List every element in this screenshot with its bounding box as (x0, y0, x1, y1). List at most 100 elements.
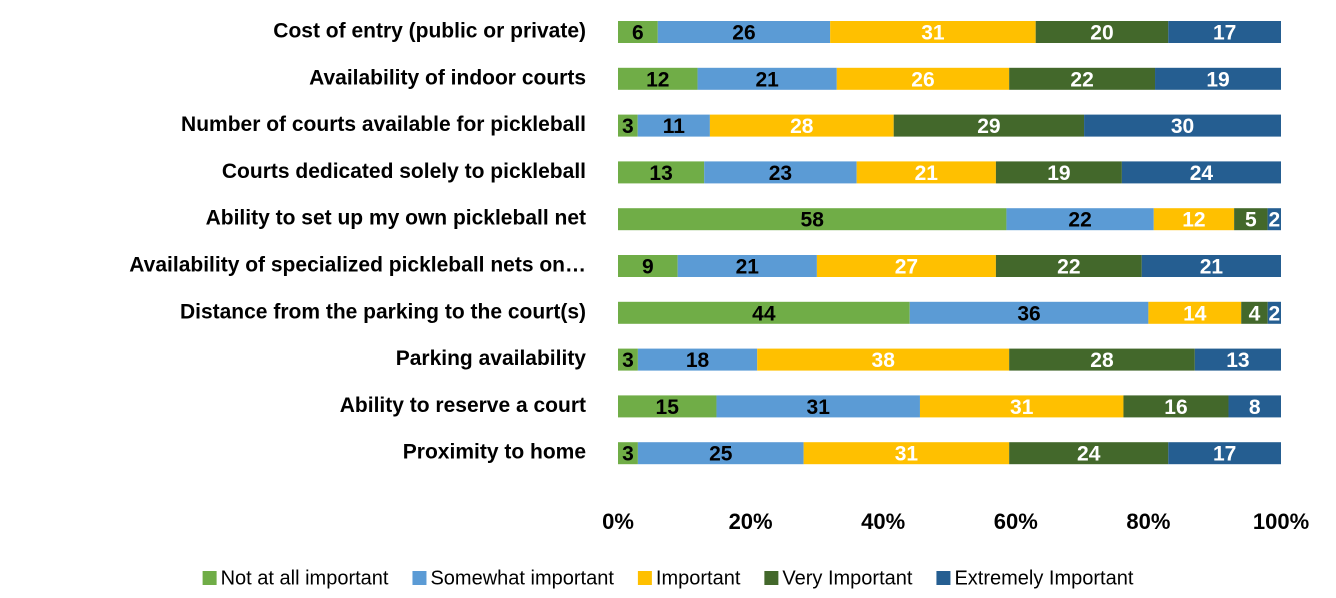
bar-segment (618, 301, 910, 324)
bar-segment (618, 67, 698, 90)
bar-segment (1153, 208, 1235, 231)
bar-segment (618, 255, 678, 277)
data-label: 24 (1190, 162, 1214, 185)
data-label: 2 (1269, 302, 1281, 325)
bar-segment (1009, 67, 1156, 90)
bar-segment (1267, 301, 1281, 324)
bar-segment (618, 161, 705, 184)
data-label: 30 (1171, 115, 1194, 138)
data-label: 17 (1213, 22, 1236, 45)
y-tick-label: Ability to reserve a court (340, 394, 586, 417)
bar-segment (709, 114, 894, 137)
legend-label: Extremely Important (954, 567, 1133, 589)
legend-swatch (412, 571, 427, 585)
data-label: 22 (1068, 209, 1091, 232)
data-label: 21 (915, 162, 939, 185)
data-label: 27 (895, 256, 918, 279)
bar-segment (1241, 301, 1268, 324)
data-label: 28 (1090, 349, 1114, 372)
bar-segment (618, 21, 658, 43)
bar-segment (1121, 161, 1281, 184)
bar-segment (657, 21, 831, 43)
bar-segment (1006, 208, 1154, 231)
data-label: 26 (732, 22, 755, 45)
y-tick-label: Number of courts available for picklebal… (181, 113, 586, 136)
bar-segment (716, 395, 920, 418)
data-label: 24 (1077, 443, 1101, 466)
bar-segment (1084, 114, 1281, 137)
y-tick-label: Courts dedicated solely to pickleball (222, 160, 586, 183)
bar-segment (637, 442, 804, 465)
data-label: 16 (1164, 396, 1187, 419)
bar-segment (816, 255, 996, 277)
bar-segment (618, 348, 638, 371)
bar-segment (1009, 442, 1169, 465)
data-label: 36 (1017, 302, 1040, 325)
data-label: 17 (1213, 443, 1236, 466)
bar-segment (618, 395, 717, 418)
y-tick-label: Proximity to home (403, 441, 586, 464)
bar-segment (704, 161, 857, 184)
bar-segment (618, 114, 638, 137)
x-tick-label: 20% (729, 509, 773, 534)
data-label: 5 (1245, 209, 1257, 232)
y-tick-label: Ability to set up my own pickleball net (206, 207, 586, 230)
y-tick-label: Availability of specialized pickleball n… (129, 254, 586, 277)
data-label: 31 (895, 443, 919, 466)
legend-swatch (637, 571, 652, 585)
y-tick-label: Parking availability (396, 347, 587, 370)
data-label: 3 (622, 115, 634, 138)
data-label: 28 (790, 115, 814, 138)
data-label: 26 (911, 68, 934, 91)
bar-segment (919, 395, 1124, 418)
data-label: 11 (663, 115, 686, 138)
legend-swatch (764, 571, 779, 585)
data-label: 23 (769, 162, 792, 185)
x-tick-label: 60% (994, 509, 1038, 534)
bar-segment (856, 161, 996, 184)
bar-segment (677, 255, 817, 277)
data-label: 3 (622, 349, 634, 372)
bar-segment (1168, 442, 1281, 465)
data-label: 38 (872, 349, 896, 372)
bar-segment (1141, 255, 1281, 277)
x-tick-label: 40% (861, 509, 905, 534)
data-label: 31 (807, 396, 831, 419)
data-label: 31 (1010, 396, 1034, 419)
bar-segment (757, 348, 1010, 371)
data-label: 12 (1182, 209, 1205, 232)
data-label: 22 (1070, 68, 1093, 91)
bar-segment (1228, 395, 1281, 418)
data-label: 4 (1249, 302, 1261, 325)
legend-label: Important (656, 567, 741, 589)
data-label: 2 (1268, 209, 1280, 232)
bar-segment (637, 114, 710, 137)
bar-segment (995, 255, 1142, 277)
bar-segment (1234, 208, 1268, 231)
y-tick-label: Availability of indoor courts (309, 66, 586, 89)
x-tick-label: 80% (1126, 509, 1170, 534)
bar-segment (1155, 67, 1281, 90)
data-label: 9 (642, 256, 654, 279)
data-label: 14 (1183, 302, 1207, 325)
legend-swatch (202, 571, 217, 585)
legend-label: Very Important (782, 567, 913, 589)
bar-segment (618, 208, 1007, 231)
y-tick-label: Distance from the parking to the court(s… (180, 300, 586, 323)
legend-label: Not at all important (221, 567, 389, 589)
bar-segment (1267, 208, 1281, 231)
data-label: 21 (1200, 256, 1224, 279)
data-label: 19 (1206, 68, 1229, 91)
legend-swatch (936, 571, 951, 585)
bar-segment (1194, 348, 1281, 371)
bar-segment (618, 442, 638, 465)
data-label: 12 (646, 68, 669, 91)
legend-label: Somewhat important (430, 567, 614, 589)
bar-segment (909, 301, 1149, 324)
data-label: 3 (622, 443, 634, 466)
data-label: 6 (632, 22, 644, 45)
bar-segment (830, 21, 1036, 43)
data-label: 13 (649, 162, 672, 185)
bar-segment (1035, 21, 1169, 43)
